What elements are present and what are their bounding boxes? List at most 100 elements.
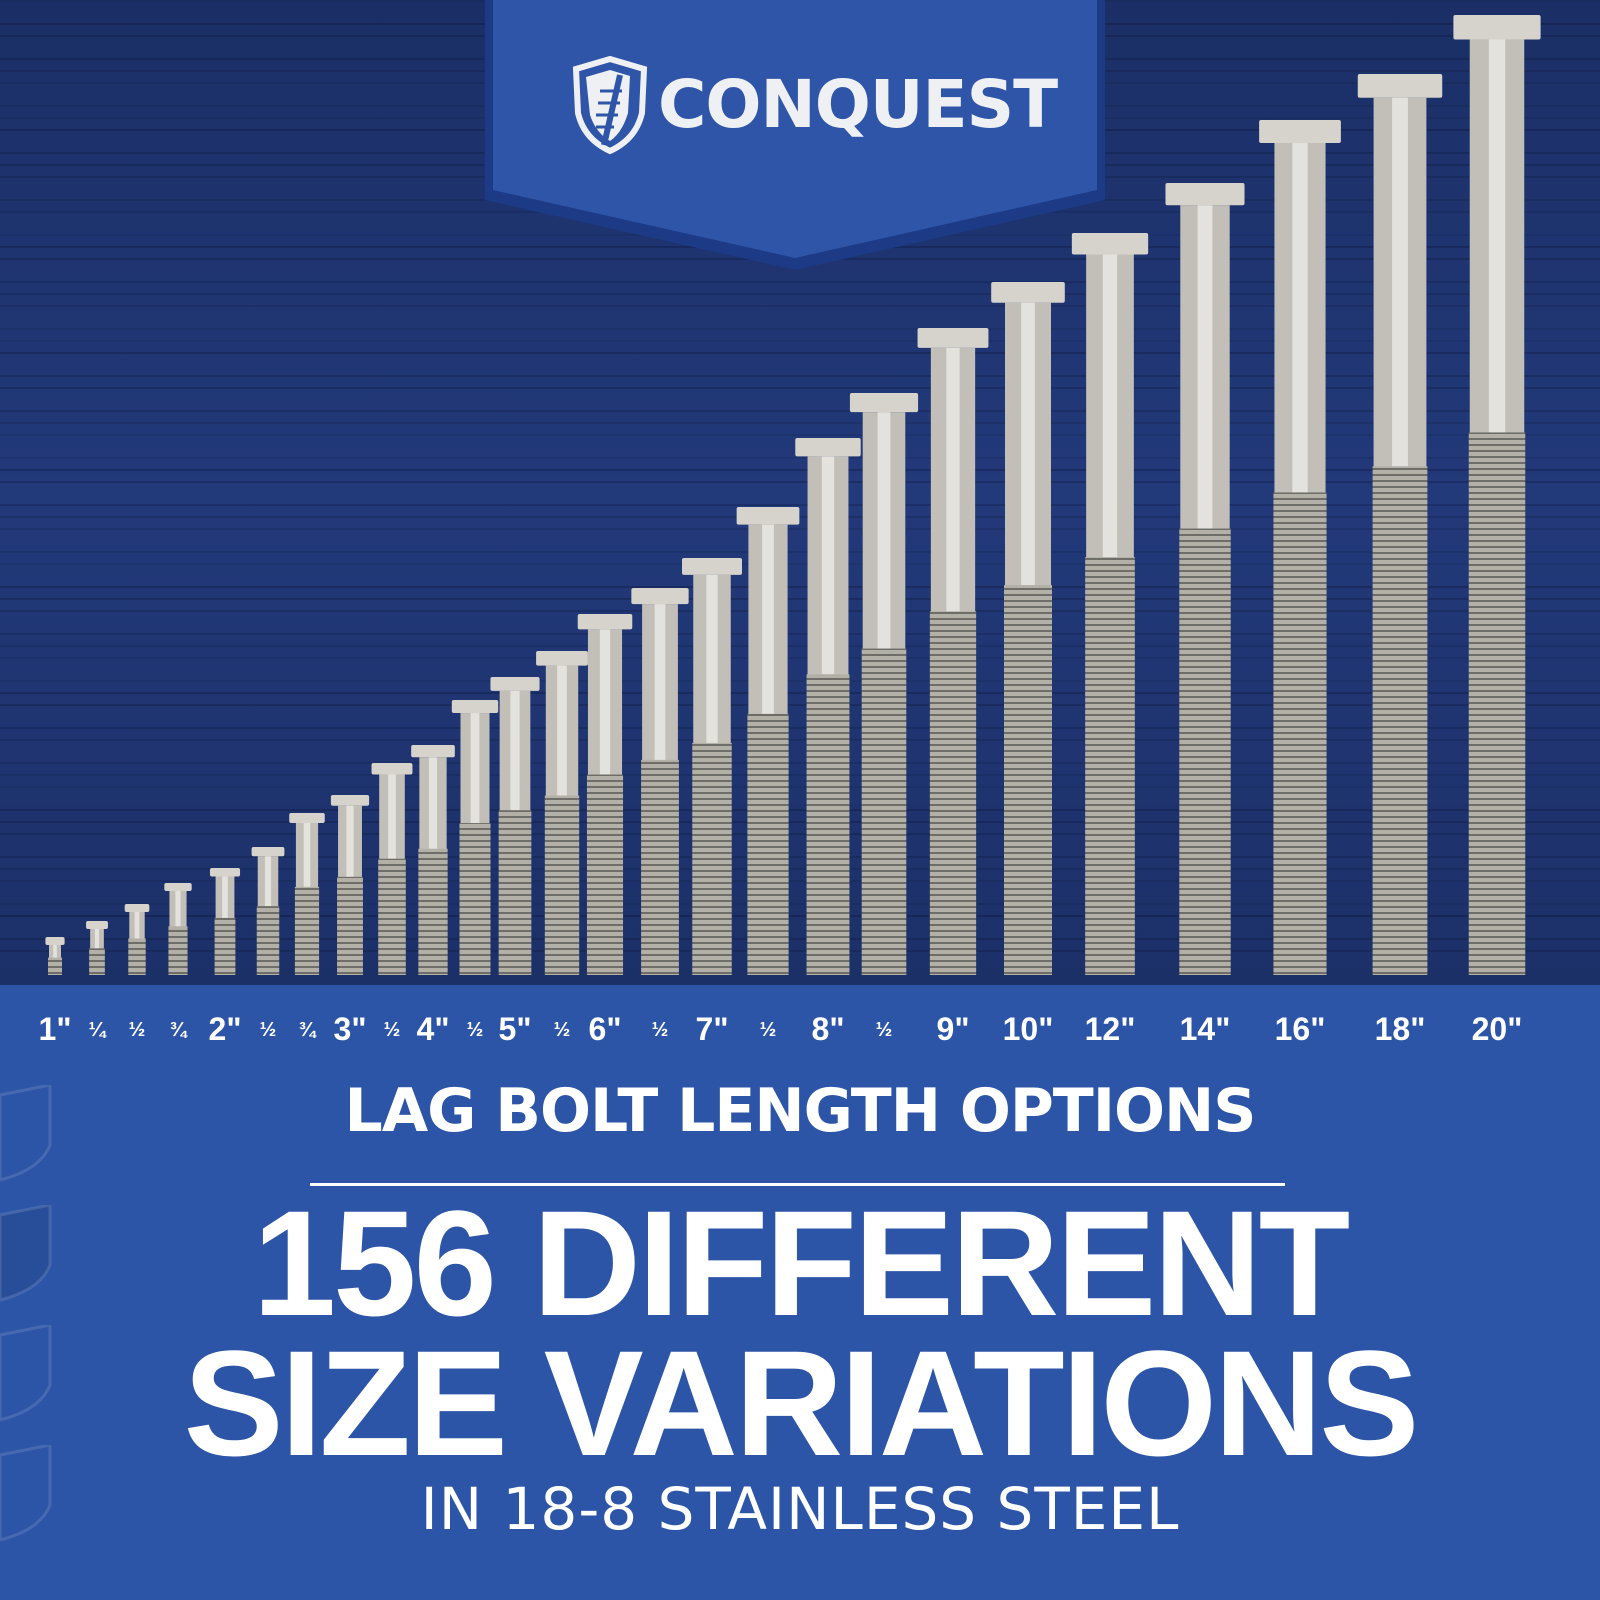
wood-grain (0, 410, 1600, 412)
bolt-thread (586, 774, 624, 975)
bolt-thread (168, 926, 188, 975)
wood-grain (0, 305, 1600, 307)
bolt-thread (1085, 557, 1135, 975)
length-label: ½ (759, 1019, 777, 1041)
bolt-thread (378, 858, 406, 975)
bolt (991, 282, 1065, 975)
bolt (86, 921, 108, 975)
bolt-head (682, 558, 742, 575)
wood-grain (0, 821, 1600, 823)
shield-watermark-icon (0, 1085, 52, 1182)
subtitle-underline (310, 1183, 1285, 1186)
length-label: ¾ (298, 1019, 316, 1041)
shield-watermark-icon (0, 1325, 52, 1422)
bolt-thread (89, 948, 105, 975)
wood-grain (0, 293, 1600, 295)
bolt-head (631, 588, 689, 605)
bolt-head (164, 883, 192, 891)
bolt (1453, 15, 1541, 975)
wood-grain (0, 739, 1600, 741)
wood-grain (0, 504, 1600, 506)
bolt-thread (256, 906, 280, 975)
bolt (849, 393, 919, 975)
wood-grain (0, 281, 1600, 283)
bolt-thread (1372, 466, 1428, 975)
bolt (330, 795, 370, 975)
bolt-thread (498, 810, 532, 975)
bolt-thread (641, 759, 679, 975)
bolt (45, 937, 65, 975)
wood-grain (0, 610, 1600, 612)
wood-grain (0, 481, 1600, 483)
length-label: ½ (128, 1019, 146, 1041)
wood-grain (0, 856, 1600, 858)
bolt-thread (418, 848, 448, 975)
bolt-head (209, 868, 241, 877)
bolt (289, 813, 325, 975)
bolt-thread (1179, 528, 1231, 975)
wood-grain (0, 586, 1600, 588)
length-label: 14" (1179, 1011, 1231, 1047)
wood-grain (0, 950, 1600, 952)
wood-grain (0, 598, 1600, 600)
bolt-head (451, 700, 499, 714)
length-label: 9" (936, 1011, 970, 1047)
bolt-thread (128, 938, 146, 975)
bolt-head (795, 438, 861, 457)
subtitle: LAG BOLT LENGTH OPTIONS (344, 1076, 1257, 1146)
wood-grain (0, 328, 1600, 330)
bolt-thread (747, 713, 789, 975)
bolt (536, 651, 588, 975)
wood-grain (0, 387, 1600, 389)
bolt-thread (861, 648, 907, 975)
bolt-head (577, 614, 633, 630)
wood-grain (0, 434, 1600, 436)
bolt-thread (692, 742, 732, 975)
wood-grain (0, 340, 1600, 342)
length-label: 18" (1374, 1011, 1426, 1047)
bolt-head (330, 795, 370, 806)
shield-screw-icon (572, 55, 648, 155)
wood-grain (0, 938, 1600, 940)
bolt-thread (544, 795, 580, 975)
material-note: IN 18-8 STAINLESS STEEL (420, 1475, 1180, 1543)
length-label: 20" (1471, 1011, 1523, 1047)
brand-name: CONQUEST (658, 66, 1058, 143)
wood-grain (0, 563, 1600, 565)
length-label: 5" (498, 1011, 532, 1047)
bolt-thread (1468, 432, 1526, 975)
length-label: ½ (651, 1019, 669, 1041)
length-label: 10" (1002, 1011, 1054, 1047)
bolt-head (251, 847, 285, 857)
length-labels: 1" ¼ ½ ¾ 2" ½ ¾ 3" ½ 4" ½ 5" ½ 6" ½ 7" ½ 8" ½ 9" 10" 12" 14" 16… (0, 1010, 1600, 1060)
wood-grain (0, 352, 1600, 354)
wood-grain (0, 516, 1600, 518)
length-label: 8" (811, 1011, 845, 1047)
bolt-thread (337, 876, 363, 975)
length-label: 12" (1084, 1011, 1136, 1047)
length-label: ¼ (88, 1019, 106, 1041)
length-label: 3" (333, 1011, 367, 1047)
bolt-head (991, 282, 1065, 303)
length-label: 7" (695, 1011, 729, 1047)
bolt (736, 507, 800, 975)
bolt-head (1357, 74, 1443, 98)
bolt (209, 868, 241, 975)
length-label: ½ (383, 1019, 401, 1041)
bolt (577, 614, 633, 975)
bolt-head (371, 763, 413, 775)
bolt-thread (48, 957, 62, 975)
bolt-head (736, 507, 800, 525)
length-label: 4" (416, 1011, 450, 1047)
headline-line-2: SIZE VARIATIONS (183, 1319, 1420, 1487)
wood-grain (0, 657, 1600, 659)
length-label: 6" (588, 1011, 622, 1047)
wood-grain (0, 868, 1600, 870)
bolt (251, 847, 285, 975)
bolt-head (490, 677, 540, 691)
bolt-thread (929, 611, 977, 975)
bolt-thread (214, 917, 236, 975)
length-label: ½ (875, 1019, 893, 1041)
wood-grain (0, 633, 1600, 635)
bolt (1071, 233, 1149, 976)
